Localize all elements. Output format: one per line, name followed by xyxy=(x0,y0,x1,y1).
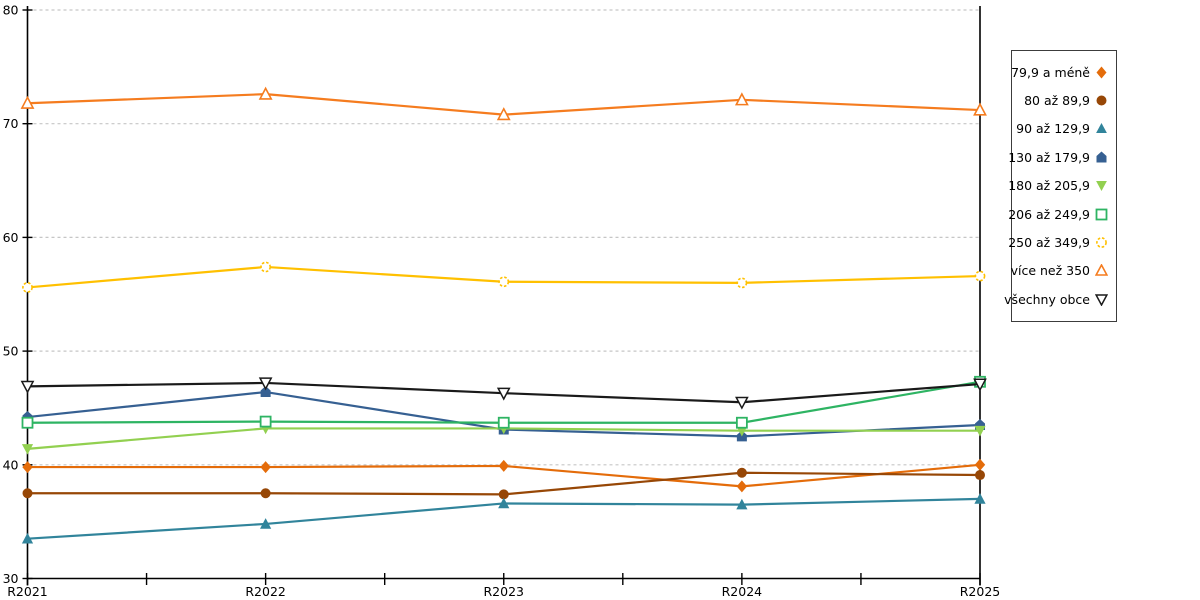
legend-item: 206 až 249,9 xyxy=(1008,200,1111,228)
data-point-marker xyxy=(22,461,33,474)
legend-marker-shape xyxy=(1094,263,1109,277)
legend-label: 206 až 249,9 xyxy=(1008,206,1090,222)
y-tick-label: 30 xyxy=(3,571,19,586)
legend-marker-canvas xyxy=(1096,237,1107,248)
data-point-marker xyxy=(736,498,748,510)
data-point-marker xyxy=(260,488,271,499)
x-tick-label: R2024 xyxy=(722,584,763,599)
data-point-marker xyxy=(259,415,272,428)
data-point-marker xyxy=(20,380,35,394)
data-point-marker xyxy=(736,480,748,493)
data-point-marker xyxy=(260,518,272,529)
legend-label: více než 350 xyxy=(1010,263,1090,279)
legend-item: 250 až 349,9 xyxy=(1008,228,1111,256)
data-point-marker xyxy=(736,277,748,289)
legend-label: 80 až 89,9 xyxy=(1024,93,1090,109)
legend-marker-canvas xyxy=(1096,181,1107,192)
legend-label: 250 až 349,9 xyxy=(1008,235,1090,251)
data-point-marker xyxy=(974,493,986,504)
data-point-marker xyxy=(734,92,749,106)
y-tick-label: 80 xyxy=(3,3,19,18)
legend-item: 90 až 129,9 xyxy=(1014,115,1111,143)
data-point-marker xyxy=(974,425,986,437)
legend-item: 130 až 179,9 xyxy=(1008,143,1111,171)
open-circle-marker-icon xyxy=(1095,236,1108,249)
data-point-marker xyxy=(260,261,272,273)
x-tick-label: R2021 xyxy=(7,584,48,599)
legend-marker-canvas xyxy=(1096,151,1107,163)
chart-legend: 79,9 a méně 80 až 89,9 90 až 129,9 130 a… xyxy=(1004,50,1117,322)
legend-item: 180 až 205,9 xyxy=(1008,172,1111,200)
triangle-down-marker-icon xyxy=(1095,179,1108,192)
legend-label: 130 až 179,9 xyxy=(1008,149,1090,165)
legend-item: 80 až 89,9 xyxy=(1014,86,1111,114)
data-point-marker xyxy=(20,95,35,109)
legend-marker-canvas xyxy=(1095,208,1108,221)
data-point-marker xyxy=(496,107,511,121)
data-point-marker xyxy=(258,377,273,391)
data-point-marker xyxy=(498,489,509,500)
data-point-marker xyxy=(22,488,33,499)
data-point-marker xyxy=(735,396,749,410)
legend-marker-shape xyxy=(1096,151,1107,163)
data-point-marker xyxy=(498,459,509,472)
data-point-marker xyxy=(736,467,747,478)
y-tick-label: 40 xyxy=(3,457,19,472)
legend-marker-canvas xyxy=(1094,294,1109,307)
data-point-marker xyxy=(975,470,985,481)
x-tick-label: R2022 xyxy=(245,584,286,599)
open-square-marker-icon xyxy=(1095,208,1108,221)
data-point-marker xyxy=(973,378,987,392)
x-tick-label: R2023 xyxy=(484,584,525,599)
legend-marker-shape xyxy=(1096,66,1107,79)
legend-marker-shape xyxy=(1096,123,1107,134)
data-point-marker xyxy=(21,444,34,455)
legend-marker-canvas xyxy=(1094,263,1109,277)
data-point-marker xyxy=(21,416,34,429)
legend-label: všechny obce xyxy=(1004,291,1090,307)
data-point-marker xyxy=(974,270,986,282)
data-point-marker xyxy=(258,86,273,100)
data-point-marker xyxy=(496,387,511,401)
legend-item: více než 350 xyxy=(1010,257,1111,285)
pentagon-marker-icon xyxy=(1095,151,1108,164)
data-point-marker xyxy=(974,458,986,471)
legend-marker-canvas xyxy=(1096,123,1107,134)
legend-marker-canvas xyxy=(1096,66,1107,79)
data-point-marker xyxy=(260,461,271,474)
data-point-marker xyxy=(498,497,510,509)
circle-marker-icon xyxy=(1095,94,1108,107)
legend-marker-shape xyxy=(1095,208,1108,221)
y-tick-label: 60 xyxy=(3,230,19,245)
diamond-marker-icon xyxy=(1095,66,1108,79)
legend-marker-shape xyxy=(1094,294,1109,307)
legend-item: všechny obce xyxy=(1004,285,1111,313)
data-point-marker xyxy=(497,416,510,429)
legend-marker-canvas xyxy=(1096,95,1107,106)
legend-item: 79,9 a méně xyxy=(1011,58,1111,86)
data-point-marker xyxy=(22,282,33,293)
data-point-marker xyxy=(735,416,748,429)
legend-marker-shape xyxy=(1096,181,1107,192)
legend-label: 79,9 a méně xyxy=(1011,64,1090,80)
legend-label: 180 až 205,9 xyxy=(1008,178,1090,194)
data-point-marker xyxy=(21,532,34,544)
x-tick-label: R2025 xyxy=(960,584,1001,599)
y-tick-label: 50 xyxy=(3,344,19,359)
open-triangle-down-marker-icon xyxy=(1094,293,1109,307)
y-tick-label: 70 xyxy=(3,116,19,131)
data-point-marker xyxy=(260,386,271,398)
triangle-up-marker-icon xyxy=(1095,122,1108,135)
data-point-marker xyxy=(498,276,510,288)
legend-marker-shape xyxy=(1096,237,1107,248)
open-triangle-up-marker-icon xyxy=(1094,263,1109,277)
data-point-marker xyxy=(973,102,987,116)
legend-marker-shape xyxy=(1096,95,1107,106)
legend-label: 90 až 129,9 xyxy=(1016,121,1090,137)
